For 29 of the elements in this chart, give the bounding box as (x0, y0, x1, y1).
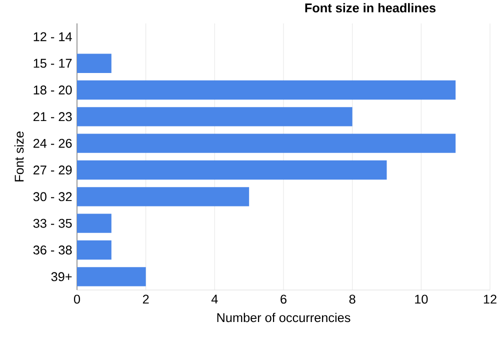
y-tick-label: 21 - 23 (33, 112, 72, 122)
y-tick-label: 27 - 29 (33, 166, 72, 174)
bar (77, 54, 112, 73)
bar (77, 214, 112, 233)
y-axis-title: Font size (14, 132, 24, 182)
y-tick-label: 15 - 17 (34, 58, 72, 68)
bar (77, 240, 112, 260)
x-axis-title: Number of occurrencies (217, 312, 350, 322)
y-tick-label: 39+ (51, 272, 72, 282)
x-tick-label: 0 (74, 294, 80, 304)
bar (77, 267, 146, 286)
x-tick-label: 12 (484, 294, 496, 304)
y-tick-label: 24 - 26 (33, 138, 72, 148)
bar (77, 134, 456, 153)
y-tick-label: 36 - 38 (33, 246, 72, 254)
bar (77, 80, 456, 100)
y-tick-label: 18 - 20 (34, 86, 72, 94)
chart-title: Font size in headlines (305, 3, 436, 12)
y-tick-label: 30 - 32 (33, 192, 72, 202)
bar (77, 160, 387, 180)
bar (77, 107, 352, 126)
x-tick-label: 4 (211, 294, 218, 304)
bar (77, 187, 250, 206)
y-tick-label: 33 - 35 (33, 218, 72, 228)
y-tick-label: 12 - 14 (34, 32, 72, 42)
x-tick-label: 8 (349, 294, 356, 304)
x-tick-label: 2 (142, 294, 149, 304)
x-tick-label: 6 (280, 294, 286, 304)
x-tick-label: 10 (415, 294, 428, 304)
